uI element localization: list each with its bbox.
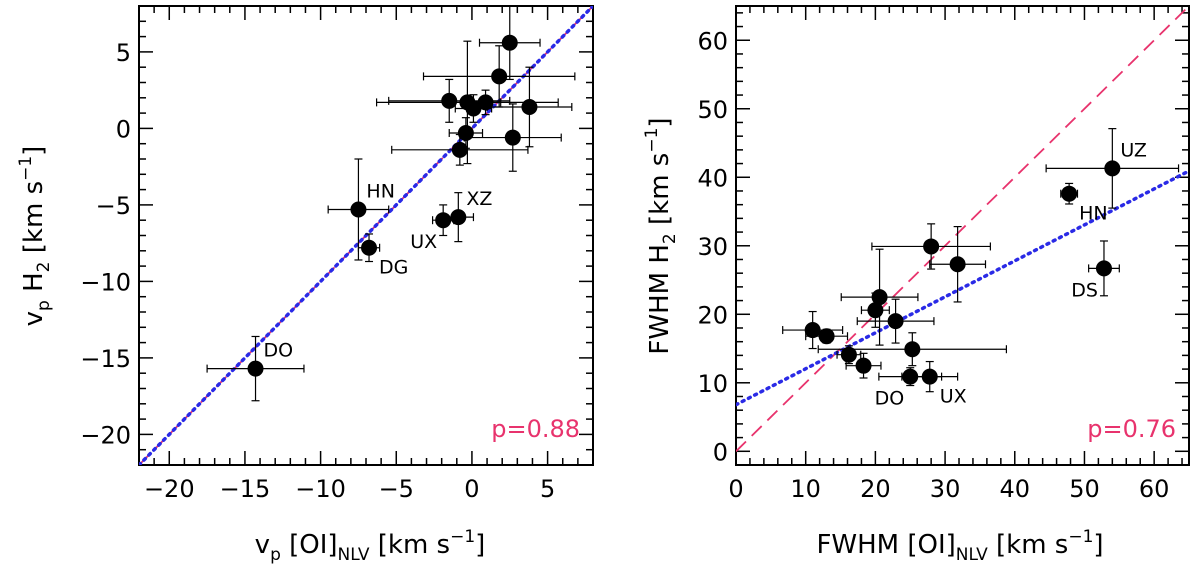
point-marker: [441, 92, 458, 109]
point-label: UZ: [1120, 139, 1147, 161]
point-marker: [361, 239, 378, 256]
fit-line: [736, 169, 1189, 407]
fit-line: [139, 6, 593, 465]
data-point: DG: [357, 233, 408, 279]
x-axis-title: FWHM [OI]NLV [km s−1]: [816, 527, 1103, 565]
x-axis-title: vp [OI]NLV [km s−1]: [255, 527, 486, 565]
data-point: [391, 133, 529, 166]
y-tick-label: 0: [713, 438, 728, 466]
x-tick-label: 0: [464, 475, 479, 503]
data-point: UZ: [1045, 128, 1180, 209]
data-point: [871, 223, 991, 270]
y-tick-label: 50: [697, 96, 728, 124]
one-to-one-line: [736, 6, 1189, 452]
data-point: DO: [206, 335, 305, 402]
data-point: UX: [901, 360, 967, 408]
correlation-value: p=0.76: [1087, 415, 1176, 443]
point-marker: [1095, 260, 1112, 277]
y-tick-label: −20: [80, 421, 131, 449]
data-point: [836, 345, 862, 365]
data-point: [840, 248, 919, 346]
x-tick-label: 40: [999, 475, 1030, 503]
y-tick-label: 20: [697, 301, 728, 329]
point-marker: [949, 256, 966, 273]
data-point: [486, 66, 573, 148]
data-point: [929, 225, 987, 303]
data-point: [469, 89, 502, 116]
point-marker: [904, 341, 921, 358]
data-point: DS: [1071, 240, 1120, 301]
y-tick-label: −10: [80, 268, 131, 296]
point-label: UX: [940, 386, 967, 408]
point-marker: [1104, 160, 1121, 177]
data-point: [805, 328, 849, 345]
y-axis-title: vp H2 [km s−1]: [16, 146, 54, 327]
data-point: UX: [410, 204, 455, 253]
x-tick-label: 0: [728, 475, 743, 503]
correlation-value: p=0.88: [491, 415, 580, 443]
point-marker: [921, 368, 938, 385]
point-marker: [887, 313, 904, 330]
x-tick-label: −5: [379, 475, 414, 503]
plot-frame: [735, 5, 1190, 466]
data-point: [463, 103, 562, 172]
y-axis-title: FWHM H2 [km s−1]: [642, 117, 680, 354]
data-point: HN: [327, 158, 395, 261]
point-label: DO: [875, 388, 905, 410]
data-point: XZ: [442, 188, 492, 243]
panel-2: 0 10 20 30 40 50 60 0 10 20 30 40 50 60 UZ HN DS DO UX p=0.…: [642, 5, 1190, 565]
x-tick-label: −10: [295, 475, 346, 503]
point-marker: [477, 94, 494, 111]
x-tick-label: 30: [930, 475, 961, 503]
point-marker: [350, 201, 367, 218]
y-tick-label: −15: [80, 345, 131, 373]
x-tick-label: 50: [1069, 475, 1100, 503]
point-label: UX: [410, 231, 437, 253]
y-tick-label: −5: [96, 192, 131, 220]
point-marker: [504, 129, 521, 146]
point-marker: [451, 141, 468, 158]
point-marker: [521, 98, 538, 115]
point-label: HN: [1079, 203, 1108, 225]
point-marker: [818, 328, 835, 345]
point-label: DS: [1071, 279, 1098, 301]
point-marker: [465, 100, 482, 117]
x-tick-label: 5: [540, 475, 555, 503]
data-point: [782, 310, 844, 350]
point-marker: [1061, 185, 1078, 202]
y-tick-label: 10: [697, 370, 728, 398]
point-marker: [923, 238, 940, 255]
x-tick-label: −20: [144, 475, 195, 503]
data-point: [845, 352, 882, 379]
point-label: DO: [264, 340, 294, 362]
point-marker: [491, 68, 508, 85]
data-point: [478, 5, 541, 81]
y-tick-label: 0: [116, 115, 131, 143]
point-marker: [247, 360, 264, 377]
point-marker: [501, 34, 518, 51]
y-tick-label: 30: [697, 233, 728, 261]
point-marker: [804, 322, 821, 339]
data-point: [454, 94, 493, 123]
y-tick-label: 60: [697, 27, 728, 55]
x-tick-label: 20: [860, 475, 891, 503]
point-marker: [867, 302, 884, 319]
point-marker: [840, 346, 857, 363]
point-label: DG: [379, 257, 408, 279]
x-tick-label: 60: [1139, 475, 1170, 503]
point-label: HN: [366, 180, 395, 202]
x-tick-label: −15: [220, 475, 271, 503]
data-point: [856, 298, 935, 344]
point-marker: [450, 209, 467, 226]
data-point: HN: [1060, 182, 1108, 225]
x-tick-label: 10: [790, 475, 821, 503]
y-tick-label: 5: [116, 39, 131, 67]
y-tick-label: 40: [697, 164, 728, 192]
point-label: XZ: [466, 188, 492, 210]
point-marker: [855, 357, 872, 374]
